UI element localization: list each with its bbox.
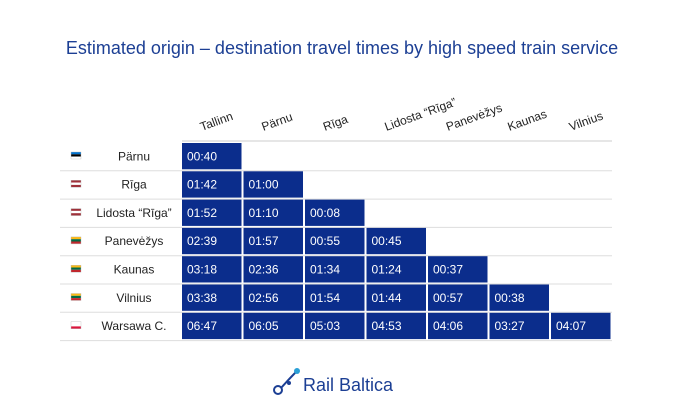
cell-value: 04:06 <box>433 319 463 333</box>
cell-value: 00:45 <box>372 234 402 248</box>
flag-stripe <box>71 213 81 216</box>
flag-stripe <box>71 182 81 185</box>
cell-value: 01:44 <box>372 291 402 305</box>
flag-stripe <box>71 180 81 183</box>
cell <box>366 284 426 311</box>
cell <box>182 199 242 226</box>
cell-value: 01:00 <box>249 178 279 192</box>
row-label: Kaunas <box>114 263 155 277</box>
cell <box>428 284 488 311</box>
cell-value: 00:55 <box>310 234 340 248</box>
cell <box>305 199 365 226</box>
flag-border <box>70 236 82 245</box>
cell-value: 01:54 <box>310 291 340 305</box>
cell-value: 02:36 <box>249 263 279 277</box>
row-label: Lidosta “Rīga” <box>96 206 171 220</box>
logo-text: Rail Baltica <box>303 375 394 395</box>
cell <box>366 256 426 283</box>
flag-stripe <box>71 265 81 268</box>
cell-value: 00:08 <box>310 206 340 220</box>
flag-border <box>70 321 82 329</box>
cell <box>489 312 549 340</box>
cell-value: 00:40 <box>187 149 217 163</box>
cell-value: 00:37 <box>433 263 463 277</box>
cell-value: 01:24 <box>372 263 402 277</box>
flag-stripe <box>71 267 81 270</box>
cell <box>428 256 488 283</box>
cell <box>182 143 242 170</box>
flag-stripe <box>71 321 81 325</box>
flag-stripe <box>71 324 81 327</box>
cell <box>243 284 303 311</box>
cell-value: 03:38 <box>187 291 217 305</box>
flag-stripe <box>71 154 81 157</box>
cell <box>182 171 242 198</box>
cell-value: 01:10 <box>249 206 279 220</box>
flag-border <box>70 265 82 273</box>
flag-stripe <box>71 239 81 242</box>
flag-stripe <box>71 210 81 214</box>
cell-value: 06:47 <box>187 319 217 333</box>
flag-border <box>70 208 82 216</box>
cell <box>489 284 549 311</box>
cell-value: 00:57 <box>433 291 463 305</box>
cell-value: 06:05 <box>249 319 279 333</box>
cell <box>243 199 303 226</box>
flag-stripe <box>71 241 81 244</box>
title: Estimated origin – destination travel ti… <box>66 38 618 58</box>
row-label: Pärnu <box>118 149 150 163</box>
flag-stripe <box>71 156 81 159</box>
flag-border <box>70 293 82 301</box>
cell <box>182 312 242 340</box>
flag-border <box>70 180 82 188</box>
flag-stripe <box>71 236 81 240</box>
cell-value: 03:27 <box>495 319 525 333</box>
cell-value: 02:39 <box>187 234 217 248</box>
cell-value: 01:57 <box>249 234 279 248</box>
cell <box>243 312 303 340</box>
cell <box>243 227 303 255</box>
cell <box>366 312 426 340</box>
cell <box>428 312 488 340</box>
logo-icon <box>273 368 300 395</box>
cell <box>182 284 242 311</box>
cell <box>366 227 426 255</box>
cell <box>243 256 303 283</box>
flag-stripe <box>71 184 81 188</box>
row-label: Warsawa C. <box>102 319 167 333</box>
cell <box>182 256 242 283</box>
row-label: Rīga <box>121 178 147 192</box>
cell <box>243 171 303 198</box>
cell-value: 01:52 <box>187 206 217 220</box>
cell <box>305 256 365 283</box>
cell-value: 01:42 <box>187 178 217 192</box>
cell-value: 02:56 <box>249 291 279 305</box>
flag-stripe <box>71 298 81 301</box>
flag-stripe <box>71 295 81 299</box>
cell-value: 05:03 <box>310 319 340 333</box>
flag-stripe <box>71 269 81 273</box>
cell <box>551 312 611 340</box>
cell-value: 03:18 <box>187 263 217 277</box>
cell <box>305 284 365 311</box>
flag-stripe <box>71 326 81 329</box>
cell-value: 01:34 <box>310 263 340 277</box>
cell <box>305 312 365 340</box>
cell-value: 04:53 <box>372 319 402 333</box>
flag-stripe <box>71 293 81 296</box>
row-label: Vilnius <box>116 291 151 305</box>
cell-value: 04:07 <box>556 319 586 333</box>
flag-stripe <box>71 208 81 211</box>
row-label: Panevėžys <box>105 234 164 248</box>
cell <box>305 227 365 255</box>
flag-stripe <box>71 152 81 155</box>
flag-border <box>70 151 82 160</box>
cell-value: 00:38 <box>495 291 525 305</box>
cell <box>182 227 242 255</box>
